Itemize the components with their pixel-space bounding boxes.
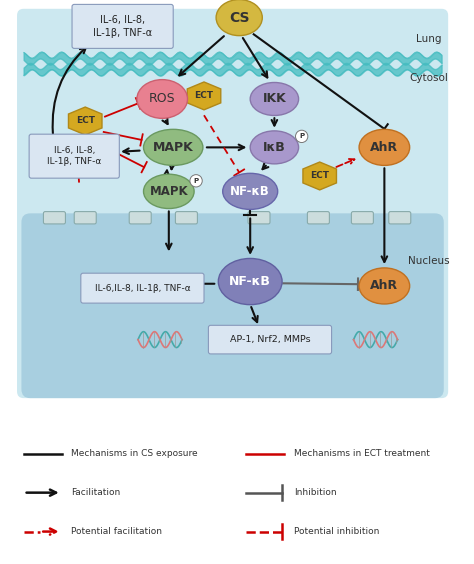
FancyBboxPatch shape <box>129 212 151 224</box>
Ellipse shape <box>216 0 262 36</box>
Text: NF-κB: NF-κB <box>230 185 270 198</box>
Ellipse shape <box>219 258 282 305</box>
Ellipse shape <box>359 268 410 304</box>
Text: AhR: AhR <box>370 141 399 154</box>
Text: IL-6, IL-8,
IL-1β, TNF-α: IL-6, IL-8, IL-1β, TNF-α <box>47 146 101 166</box>
Text: IκB: IκB <box>263 141 286 154</box>
Polygon shape <box>303 162 337 190</box>
FancyBboxPatch shape <box>74 212 96 224</box>
Text: P: P <box>193 178 199 184</box>
Text: ECT: ECT <box>76 117 95 125</box>
Polygon shape <box>68 107 102 135</box>
Text: P: P <box>299 133 304 139</box>
Text: Inhibition: Inhibition <box>294 488 337 497</box>
Ellipse shape <box>144 129 203 165</box>
Text: Mechanisms in CS exposure: Mechanisms in CS exposure <box>71 450 198 458</box>
FancyBboxPatch shape <box>389 212 411 224</box>
FancyBboxPatch shape <box>17 9 448 398</box>
FancyBboxPatch shape <box>175 212 197 224</box>
FancyBboxPatch shape <box>21 213 444 398</box>
FancyBboxPatch shape <box>307 212 329 224</box>
Text: ECT: ECT <box>310 171 329 180</box>
Text: Potential facilitation: Potential facilitation <box>71 527 162 536</box>
FancyBboxPatch shape <box>81 273 204 303</box>
Text: MAPK: MAPK <box>149 185 188 198</box>
Circle shape <box>295 130 308 143</box>
Ellipse shape <box>223 173 278 209</box>
Text: IL-6,IL-8, IL-1β, TNF-α: IL-6,IL-8, IL-1β, TNF-α <box>94 284 190 293</box>
Text: ECT: ECT <box>194 91 213 100</box>
Text: Cytosol: Cytosol <box>409 73 448 83</box>
Text: CS: CS <box>229 11 249 25</box>
Text: Facilitation: Facilitation <box>71 488 120 497</box>
FancyBboxPatch shape <box>44 212 65 224</box>
Circle shape <box>190 175 202 187</box>
Text: MAPK: MAPK <box>153 141 193 154</box>
Ellipse shape <box>250 131 299 164</box>
Text: AP-1, Nrf2, MMPs: AP-1, Nrf2, MMPs <box>230 335 310 344</box>
Ellipse shape <box>359 129 410 165</box>
Ellipse shape <box>137 80 188 118</box>
FancyBboxPatch shape <box>29 134 119 178</box>
Text: Potential inhibition: Potential inhibition <box>294 527 379 536</box>
FancyBboxPatch shape <box>351 212 374 224</box>
Text: IKK: IKK <box>263 92 286 105</box>
Polygon shape <box>187 82 221 110</box>
FancyBboxPatch shape <box>209 325 332 354</box>
Text: NF-κB: NF-κB <box>229 275 271 288</box>
Text: Lung: Lung <box>416 34 441 44</box>
Text: ROS: ROS <box>149 92 175 105</box>
Ellipse shape <box>144 174 194 209</box>
Text: Mechanisms in ECT treatment: Mechanisms in ECT treatment <box>294 450 430 458</box>
Ellipse shape <box>250 82 299 116</box>
FancyBboxPatch shape <box>72 5 173 49</box>
FancyBboxPatch shape <box>248 212 270 224</box>
Text: Nucleus: Nucleus <box>408 256 449 266</box>
Text: AhR: AhR <box>370 279 399 293</box>
Text: IL-6, IL-8,
IL-1β, TNF-α: IL-6, IL-8, IL-1β, TNF-α <box>93 15 152 38</box>
